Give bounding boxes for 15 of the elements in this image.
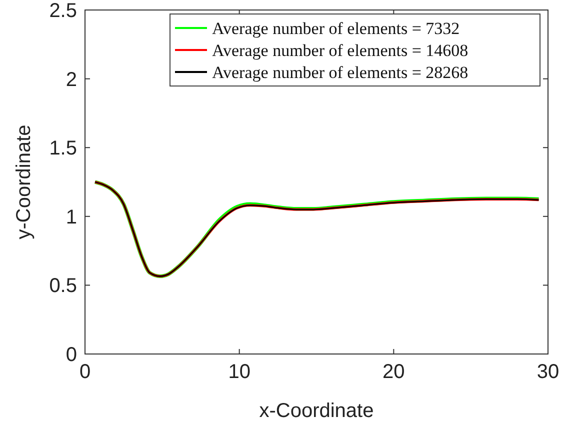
- legend-label: Average number of elements = 14608: [212, 40, 468, 60]
- y-tick-label: 2: [66, 68, 77, 91]
- x-tick-label: 0: [79, 361, 91, 383]
- x-axis-title: x-Coordinate: [259, 400, 374, 422]
- y-tick-label: 0: [66, 344, 77, 366]
- y-tick-label: 1.5: [49, 138, 77, 160]
- y-tick-label: 1: [66, 206, 77, 228]
- y-tick-label: 2.5: [49, 0, 77, 22]
- y-axis-title: y-Coordinate: [13, 124, 35, 240]
- y-tick-label: 0.5: [49, 275, 77, 298]
- legend-label: Average number of elements = 28268: [212, 62, 468, 82]
- x-tick-label: 30: [536, 361, 560, 383]
- x-tick-label: 10: [228, 361, 250, 383]
- x-tick-label: 20: [382, 361, 405, 383]
- legend-label: Average number of elements = 7332: [212, 18, 460, 38]
